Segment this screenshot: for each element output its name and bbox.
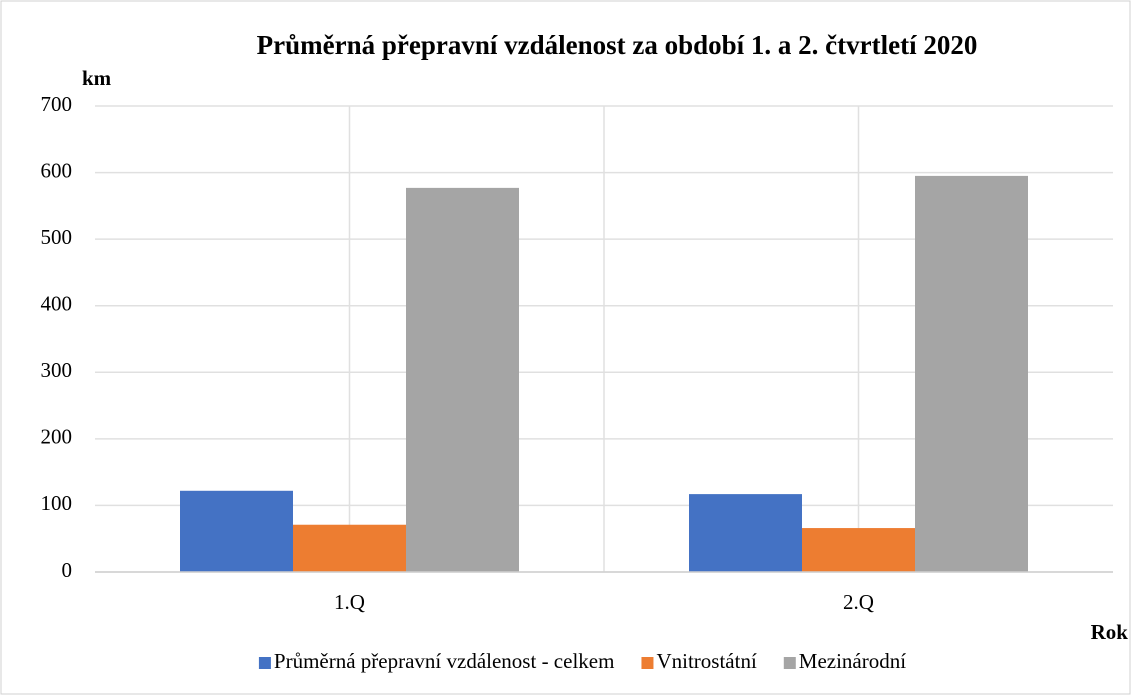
legend-swatch [641,657,654,669]
x-tick-label: 2.Q [843,590,874,614]
x-tick-label: 1.Q [334,590,365,614]
legend-label: Mezinárodní [799,649,906,673]
bar [802,528,915,572]
legend-label: Vnitrostátní [656,649,756,673]
bar [689,494,802,572]
y-axis-label: km [82,66,112,90]
y-tick-label: 700 [41,92,73,116]
chart-title: Průměrná přepravní vzdálenost za období … [257,30,978,60]
y-tick-label: 400 [41,292,73,316]
bar [406,187,519,572]
bar [293,524,406,572]
legend-swatch [258,657,271,669]
x-axis-label: Rok [1091,620,1129,644]
y-tick-label: 500 [41,225,73,249]
legend-label: Průměrná přepravní vzdálenost - celkem [274,649,615,673]
legend-swatch [783,657,796,669]
y-tick-label: 100 [41,491,73,515]
y-tick-label: 200 [41,425,73,449]
y-tick-label: 600 [41,158,73,182]
y-tick-label: 0 [62,558,73,582]
bar [915,175,1028,572]
y-tick-label: 300 [41,358,73,382]
bar [180,490,293,572]
